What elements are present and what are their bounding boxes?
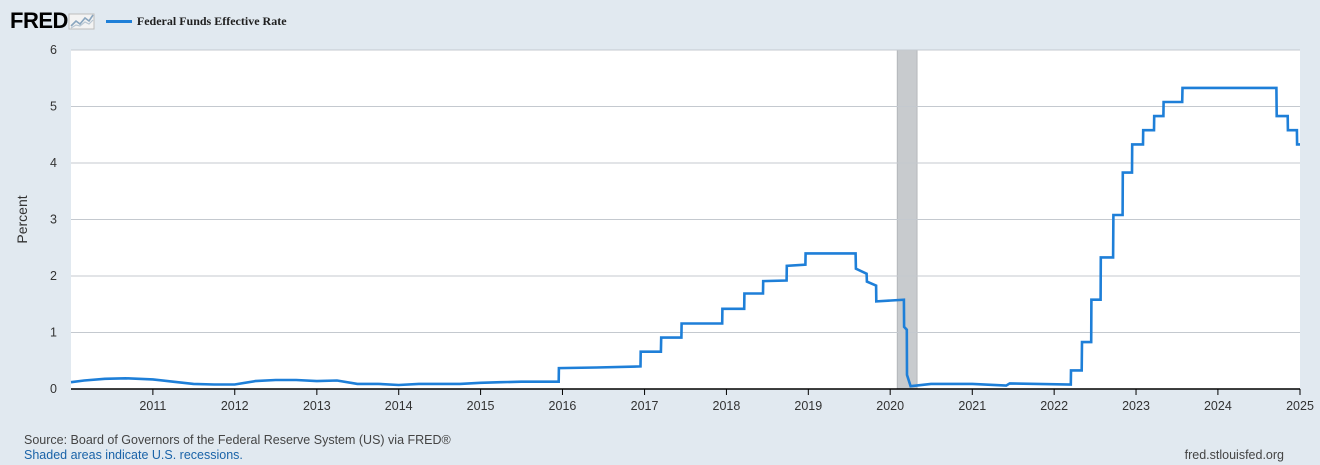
legend-swatch <box>105 19 132 23</box>
chart-header: FRED Federal Funds Effective Rate <box>10 8 287 34</box>
x-tick-label: 2021 <box>958 399 986 413</box>
y-tick-label: 4 <box>50 156 57 170</box>
fred-logo-text: FRED <box>10 8 68 33</box>
y-tick-label: 1 <box>50 326 57 340</box>
source-note: Source: Board of Governors of the Federa… <box>24 433 451 447</box>
fred-logo[interactable]: FRED <box>10 8 96 34</box>
y-axis-label: Percent <box>14 195 30 243</box>
x-tick-label: 2014 <box>385 399 413 413</box>
x-tick-label: 2016 <box>549 399 577 413</box>
x-tick-label: 2019 <box>794 399 822 413</box>
series-line <box>70 86 1300 388</box>
y-tick-label: 0 <box>50 382 57 396</box>
x-tick-label: 2012 <box>221 399 249 413</box>
chart-area: 0 1 2 3 4 5 6 2011 2012 2013 2014 2015 2016 2017 2018 2… <box>14 43 1314 413</box>
x-tick-label: 2020 <box>876 399 904 413</box>
x-tick-label: 2015 <box>467 399 495 413</box>
x-tick-label: 2017 <box>631 399 659 413</box>
y-tick-label: 3 <box>50 213 57 227</box>
x-tick-label: 2025 <box>1286 399 1314 413</box>
y-tick-label: 5 <box>50 100 57 114</box>
legend: Federal Funds Effective Rate <box>105 13 287 29</box>
chart-sparkline-icon <box>68 13 95 30</box>
y-tick-label: 6 <box>50 43 57 57</box>
x-tick-label: 2013 <box>303 399 331 413</box>
legend-label: Federal Funds Effective Rate <box>136 13 287 28</box>
recession-note-link[interactable]: Shaded areas indicate U.S. recessions. <box>24 448 243 462</box>
x-tick-label: 2024 <box>1204 399 1232 413</box>
x-tick-label: 2018 <box>713 399 741 413</box>
fred-site-link[interactable]: fred.stlouisfed.org <box>1184 448 1284 462</box>
x-tick-label: 2022 <box>1040 399 1068 413</box>
x-tick-label: 2023 <box>1122 399 1150 413</box>
y-tick-label: 2 <box>50 269 57 283</box>
x-tick-label: 2011 <box>139 399 166 413</box>
